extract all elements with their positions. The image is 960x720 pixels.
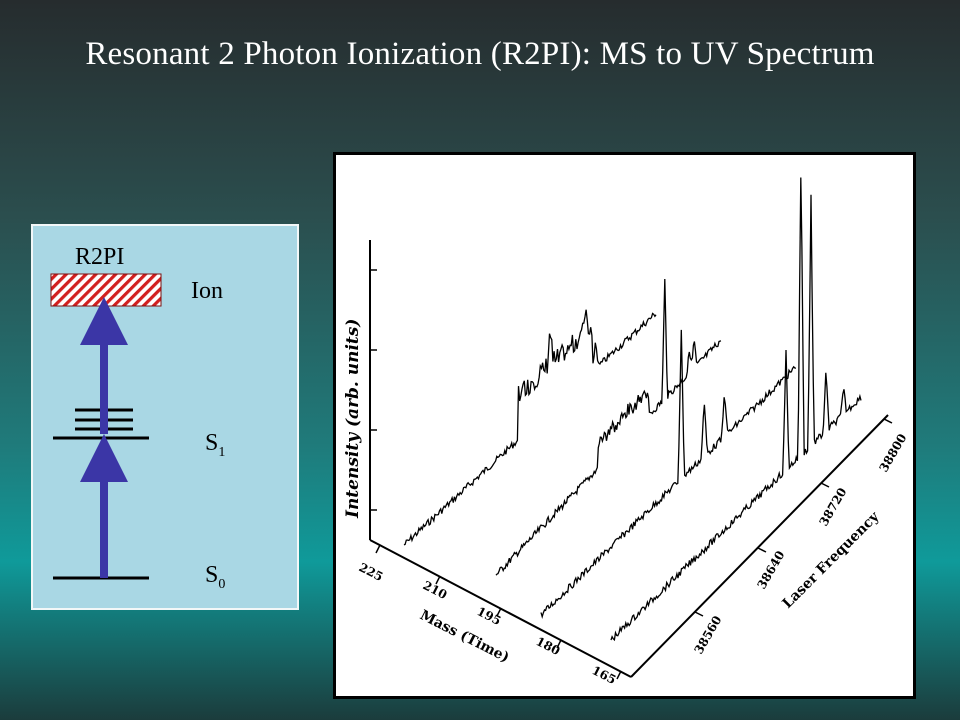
frequency-axis <box>630 414 889 678</box>
mass-tick <box>556 639 562 649</box>
mass-tick <box>496 607 502 617</box>
s1-subscript: 1 <box>218 444 226 460</box>
spectrum-trace-2 <box>495 278 722 576</box>
mass-tick-label: 210 <box>421 578 450 602</box>
s0-label: S0 <box>205 562 226 592</box>
spectrum-trace-4 <box>610 177 862 642</box>
mass-tick <box>375 544 381 554</box>
mass-tick-label: 165 <box>590 663 619 687</box>
mass-tick <box>435 575 441 585</box>
page-title: Resonant 2 Photon Ionization (R2PI): MS … <box>85 36 875 72</box>
frequency-tick <box>820 482 830 488</box>
r2pi-label: R2PI <box>75 244 125 270</box>
ion-continuum-band <box>50 273 162 307</box>
frequency-tick-label: 38560 <box>691 613 724 656</box>
frequency-tick <box>883 418 893 424</box>
waterfall-chart: Intensity (arb. units) Mass (Time) Laser… <box>343 177 909 687</box>
mass-uv-spectrum-plot: Intensity (arb. units) Mass (Time) Laser… <box>333 152 916 699</box>
frequency-tick-label: 38640 <box>754 548 787 591</box>
frequency-tick <box>694 611 704 617</box>
mass-tick <box>616 670 622 680</box>
intensity-axis-label: Intensity (arb. units) <box>343 319 363 519</box>
ion-label: Ion <box>191 278 223 304</box>
frequency-tick-label: 38720 <box>816 485 849 528</box>
spectrum-trace-3 <box>540 329 797 620</box>
frequency-tick <box>757 547 767 553</box>
s0-subscript: 0 <box>218 576 226 592</box>
s1-label: S1 <box>205 430 226 460</box>
frequency-tick-label: 38800 <box>876 431 909 474</box>
mass-tick-label: 225 <box>357 560 386 584</box>
energy-level-drawing <box>50 273 162 580</box>
energy-level-diagram: R2PI Ion S1 S0 <box>31 224 299 610</box>
spectrum-trace-1 <box>403 309 657 546</box>
